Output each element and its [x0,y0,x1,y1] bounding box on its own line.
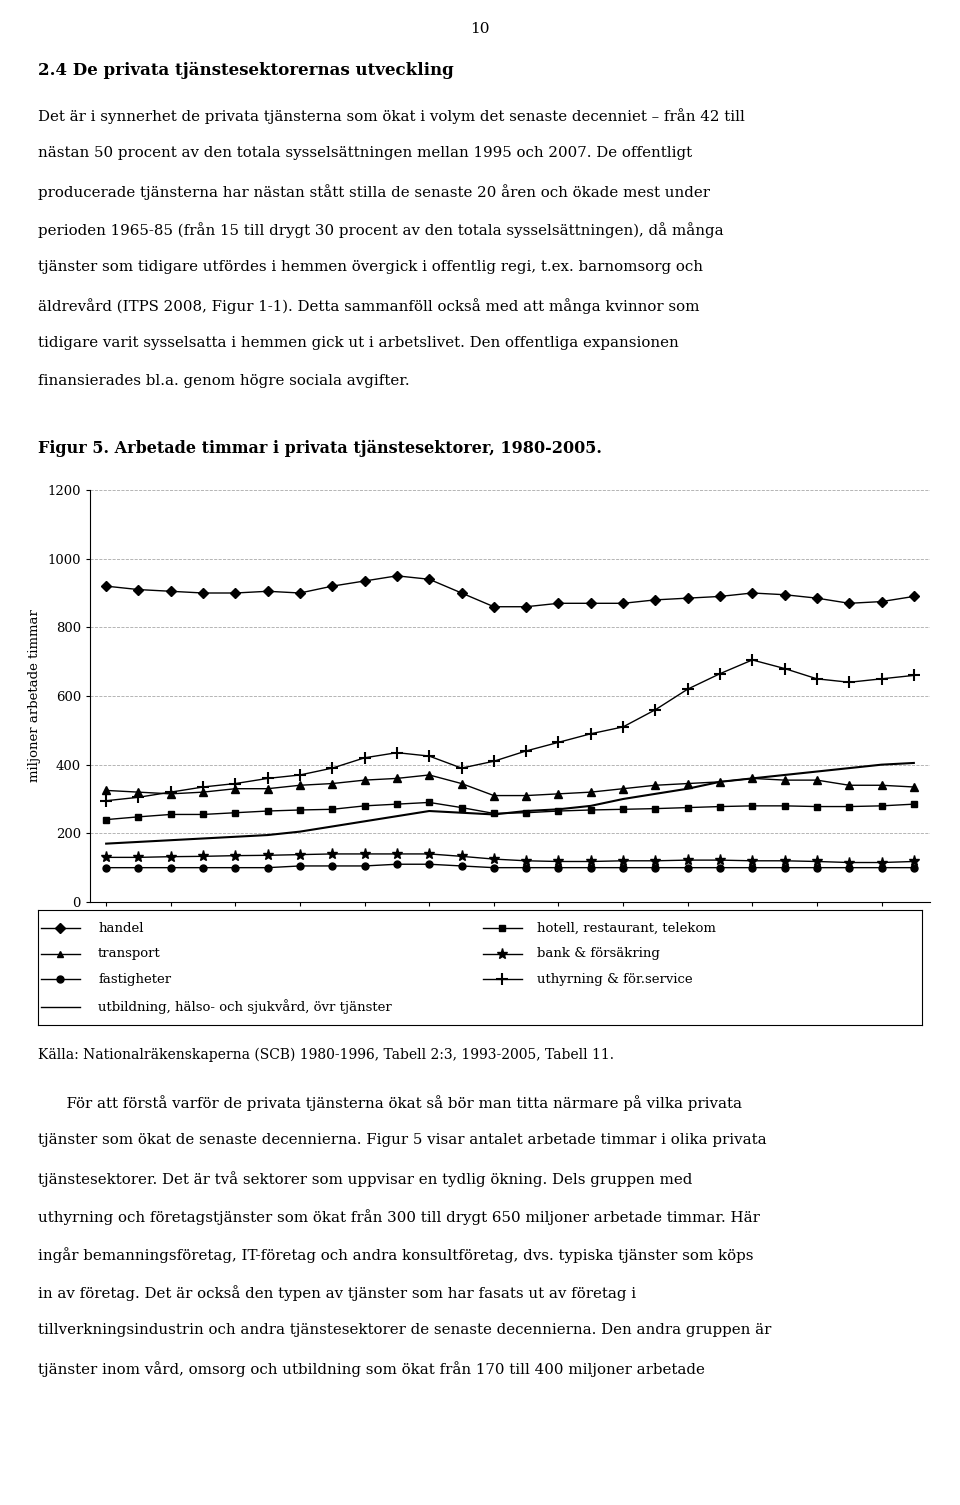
Text: tjänster inom vård, omsorg och utbildning som ökat från 170 till 400 miljoner ar: tjänster inom vård, omsorg och utbildnin… [38,1361,705,1377]
Text: producerade tjänsterna har nästan stått stilla de senaste 20 åren och ökade mest: producerade tjänsterna har nästan stått … [38,184,710,200]
Text: uthyrning & för.service: uthyrning & för.service [538,972,693,986]
Text: Figur 5. Arbetade timmar i privata tjänstesektorer, 1980-2005.: Figur 5. Arbetade timmar i privata tjäns… [38,439,602,458]
Text: För att förstå varför de privata tjänsterna ökat så bör man titta närmare på vil: För att förstå varför de privata tjänste… [38,1096,742,1111]
Text: in av företag. Det är också den typen av tjänster som har fasats ut av företag i: in av företag. Det är också den typen av… [38,1285,636,1300]
Text: hotell, restaurant, telekom: hotell, restaurant, telekom [538,923,716,935]
Text: nästan 50 procent av den totala sysselsättningen mellan 1995 och 2007. De offent: nästan 50 procent av den totala sysselsä… [38,146,692,160]
Text: tjänster som ökat de senaste decennierna. Figur 5 visar antalet arbetade timmar : tjänster som ökat de senaste decennierna… [38,1133,767,1147]
Text: tidigare varit sysselsatta i hemmen gick ut i arbetslivet. Den offentliga expans: tidigare varit sysselsatta i hemmen gick… [38,336,679,351]
Text: transport: transport [98,947,161,960]
Text: fastigheter: fastigheter [98,972,171,986]
Text: handel: handel [98,923,144,935]
Text: äldrevård (ITPS 2008, Figur 1-1). Detta sammanföll också med att många kvinnor s: äldrevård (ITPS 2008, Figur 1-1). Detta … [38,298,700,315]
Text: bank & försäkring: bank & försäkring [538,947,660,960]
Text: tjänster som tidigare utfördes i hemmen övergick i offentlig regi, t.ex. barnoms: tjänster som tidigare utfördes i hemmen … [38,260,703,274]
Text: tillverkningsindustrin och andra tjänstesektorer de senaste decennierna. Den and: tillverkningsindustrin och andra tjänste… [38,1323,772,1336]
Text: ingår bemanningsföretag, IT-företag och andra konsultföretag, dvs. typiska tjäns: ingår bemanningsföretag, IT-företag och … [38,1248,754,1263]
Text: utbildning, hälso- och sjukvård, övr tjänster: utbildning, hälso- och sjukvård, övr tjä… [98,999,392,1014]
Text: Källa: Nationalräkenskaperna (SCB) 1980-1996, Tabell 2:3, 1993-2005, Tabell 11.: Källa: Nationalräkenskaperna (SCB) 1980-… [38,1047,614,1063]
Text: Det är i synnerhet de privata tjänsterna som ökat i volym det senaste decenniet : Det är i synnerhet de privata tjänsterna… [38,108,745,123]
Y-axis label: miljoner arbetade timmar: miljoner arbetade timmar [28,610,40,783]
Text: perioden 1965-85 (från 15 till drygt 30 procent av den totala sysselsättningen),: perioden 1965-85 (från 15 till drygt 30 … [38,223,724,238]
Text: tjänstesektorer. Det är två sektorer som uppvisar en tydlig ökning. Dels gruppen: tjänstesektorer. Det är två sektorer som… [38,1171,692,1187]
Text: 10: 10 [470,23,490,36]
Text: uthyrning och företagstjänster som ökat från 300 till drygt 650 miljoner arbetad: uthyrning och företagstjänster som ökat … [38,1209,760,1225]
Text: 2.4 De privata tjänstesektorernas utveckling: 2.4 De privata tjänstesektorernas utveck… [38,62,454,80]
Text: finansierades bl.a. genom högre sociala avgifter.: finansierades bl.a. genom högre sociala … [38,375,410,388]
